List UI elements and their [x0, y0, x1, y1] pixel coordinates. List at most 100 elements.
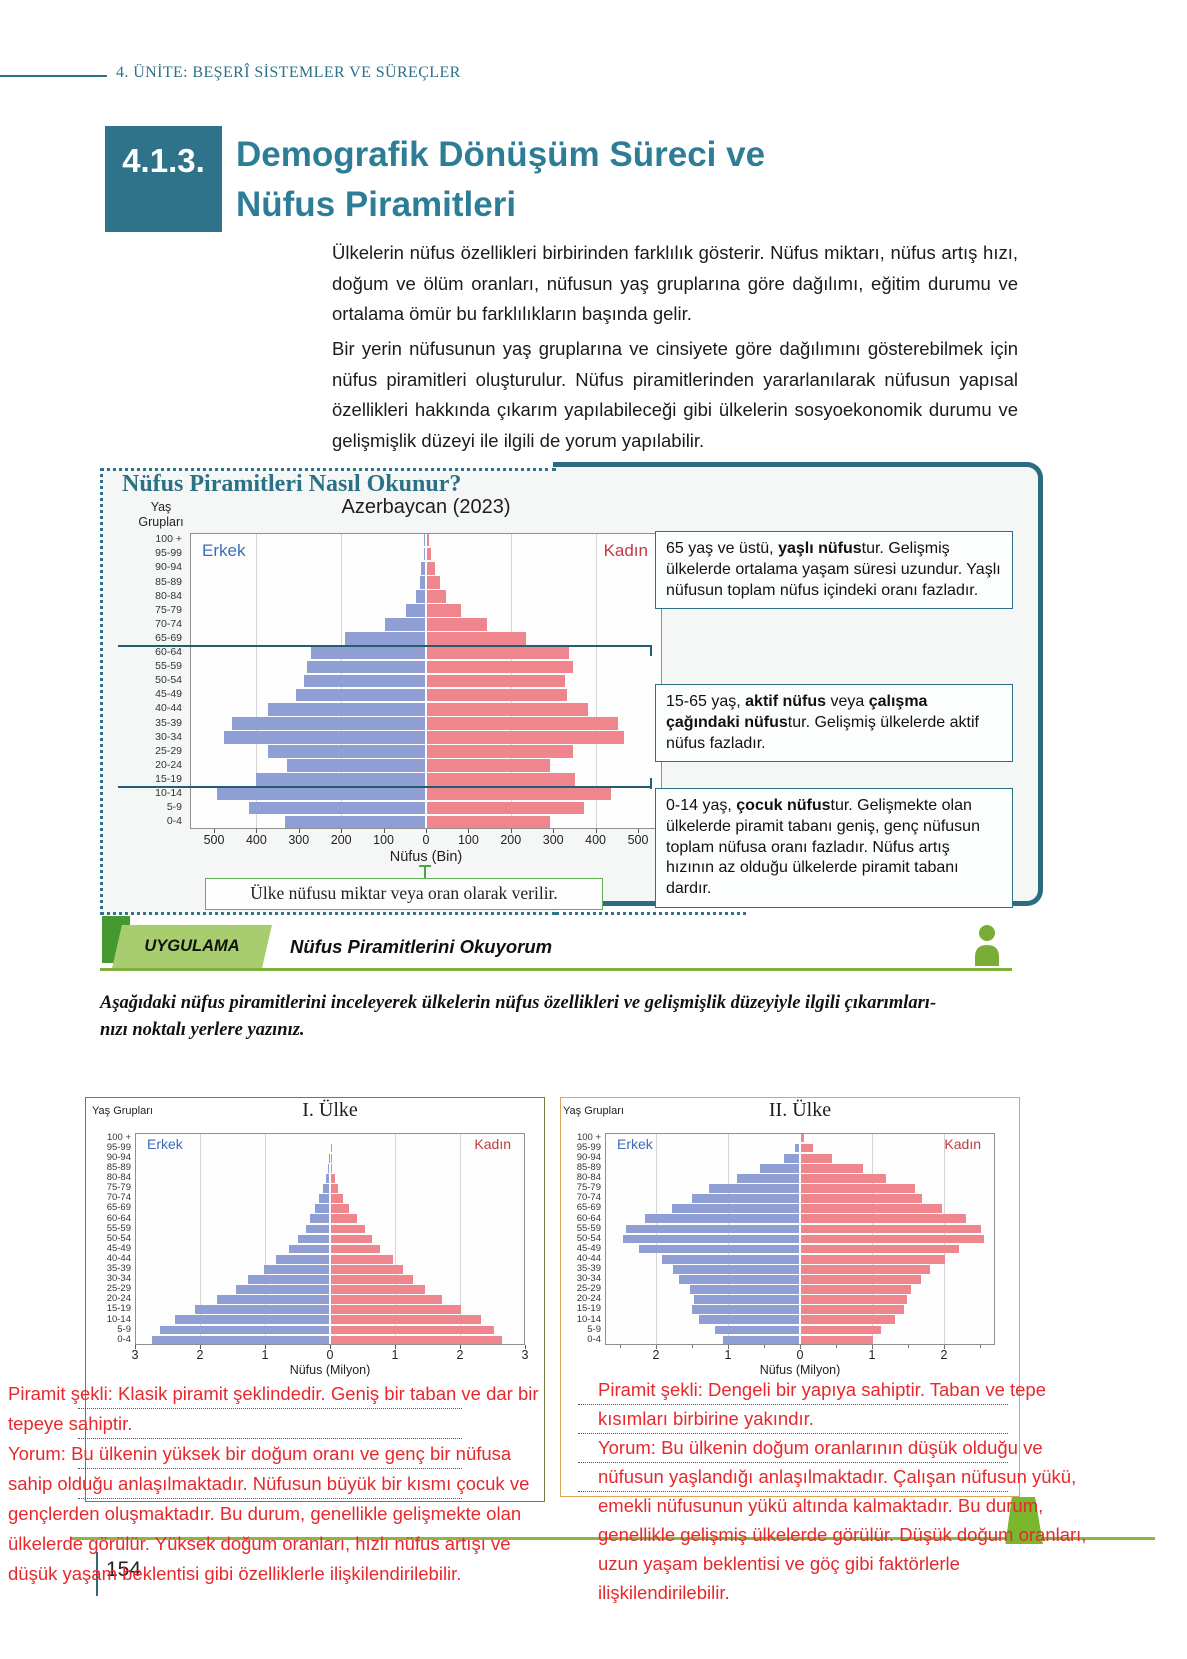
x-tick-mark	[395, 1345, 396, 1349]
male-bar	[645, 1214, 800, 1224]
male-bar	[249, 801, 426, 815]
age-label: 70-74	[155, 617, 182, 630]
y-axis-title: Yaş Grupları	[563, 1105, 624, 1117]
info-box-text: çalışma çağındaki nüfus	[666, 693, 928, 731]
male-bar	[694, 1295, 800, 1304]
female-series-label: Kadın	[944, 1136, 981, 1152]
female-bar	[330, 1143, 332, 1153]
age-label: 45-49	[155, 688, 182, 701]
male-bar	[268, 745, 426, 758]
x-minor-tick	[836, 1345, 837, 1348]
age-label: 85-89	[576, 1162, 601, 1174]
female-bar	[426, 590, 447, 603]
female-bar	[800, 1133, 804, 1143]
female-bar	[426, 632, 527, 646]
info-box-text: çocuk nüfus	[736, 797, 831, 814]
female-bar	[426, 716, 618, 730]
x-tick-mark	[525, 1345, 526, 1349]
chart-title: II. Ülke	[768, 1099, 832, 1121]
x-tick-label: 3	[521, 1348, 529, 1362]
answer-line-left: ülkelerde görülür. Yüksek doğum oranları…	[8, 1533, 511, 1554]
age-label: 0-4	[117, 1333, 131, 1345]
x-tick-label: 100	[457, 833, 479, 847]
age-label: 70-74	[576, 1192, 601, 1204]
female-bar	[800, 1234, 985, 1244]
age-label: 40-44	[155, 702, 182, 715]
info-box-text: 0-14 yaş,	[666, 797, 737, 814]
x-axis-title: Nüfus (Milyon)	[759, 1363, 841, 1377]
male-bar	[217, 787, 426, 801]
female-bar	[800, 1325, 882, 1335]
male-bar	[223, 731, 426, 744]
answer-dotted-line	[578, 1462, 1008, 1463]
section-title: Demografik Dönüşüm Süreci ve Nüfus Piram…	[236, 130, 765, 230]
female-bar	[800, 1214, 967, 1224]
x-tick-label: 3	[131, 1348, 139, 1362]
answer-line-left: tepeye sahiptir.	[8, 1413, 133, 1434]
y-axis-title: Grupları	[138, 515, 184, 529]
male-bar	[384, 618, 426, 631]
x-tick-mark	[256, 829, 258, 833]
age-label: 0-4	[166, 815, 182, 828]
age-label: 5-9	[587, 1323, 601, 1335]
female-bar	[426, 604, 461, 617]
x-tick-mark	[510, 829, 512, 833]
gridline	[595, 534, 597, 828]
x-tick-label: 300	[542, 833, 564, 847]
male-bar	[722, 1335, 800, 1345]
gridline	[395, 1134, 396, 1344]
age-label: 40-44	[576, 1252, 601, 1264]
female-bar	[800, 1153, 833, 1163]
female-bar	[800, 1174, 887, 1183]
age-label: 20-24	[155, 758, 182, 771]
female-bar	[330, 1335, 502, 1345]
gridline	[460, 1134, 461, 1344]
age-cut-line-15-tick	[649, 777, 652, 789]
age-label: 80-84	[155, 589, 182, 602]
male-bar	[151, 1335, 330, 1345]
male-bar	[255, 773, 426, 786]
male-bar	[671, 1204, 800, 1214]
female-bar	[330, 1285, 425, 1294]
female-bar	[800, 1244, 960, 1254]
x-tick-label: 2	[196, 1348, 204, 1362]
answer-line-left: Piramit şekli: Klasik piramit şeklindedi…	[8, 1383, 539, 1404]
answer-dotted-line	[78, 1468, 462, 1469]
info-box: 15-65 yaş, aktif nüfus veya çalışma çağı…	[655, 684, 1013, 763]
female-bar	[330, 1244, 381, 1254]
female-bar	[426, 815, 550, 829]
x-tick-label: 1	[261, 1348, 269, 1362]
male-bar	[423, 547, 426, 561]
male-series-label: Erkek	[202, 541, 246, 560]
answer-line-left: sahip olduğu anlaşılmaktadır. Nüfusun bü…	[8, 1473, 530, 1494]
age-label: 80-84	[576, 1172, 601, 1184]
female-bar	[330, 1174, 335, 1183]
male-bar	[298, 1234, 330, 1244]
x-tick-mark	[553, 829, 555, 833]
info-box-text: 65 yaş ve üstü,	[666, 540, 779, 557]
age-label: 10-14	[155, 787, 182, 799]
male-series-label: Erkek	[147, 1136, 183, 1152]
female-bar	[330, 1153, 332, 1163]
answer-line-left: Yorum: Bu ülkenin yüksek bir doğum oranı…	[8, 1443, 512, 1464]
x-tick-label: 400	[585, 833, 607, 847]
x-tick-label: 200	[500, 833, 522, 847]
age-label: 20-24	[106, 1293, 131, 1305]
age-label: 25-29	[106, 1283, 131, 1295]
male-bar	[232, 716, 426, 730]
male-bar	[309, 1214, 330, 1224]
chart-title: I. Ülke	[302, 1099, 358, 1121]
male-bar	[288, 1244, 330, 1254]
y-axis-title: Yaş Grupları	[92, 1105, 153, 1117]
age-label: 100 +	[576, 1131, 601, 1143]
female-bar	[426, 801, 584, 815]
x-tick-label: 200	[330, 833, 352, 847]
gridline	[265, 1134, 266, 1344]
info-box: 65 yaş ve üstü, yaşlı nüfustur. Gelişmiş…	[655, 531, 1013, 610]
uygulama-badge: UYGULAMA	[112, 925, 272, 968]
female-bar	[426, 646, 569, 660]
age-label: 90-94	[106, 1151, 131, 1163]
male-bar	[736, 1174, 800, 1183]
section-number: 4.1.3.	[122, 142, 205, 179]
